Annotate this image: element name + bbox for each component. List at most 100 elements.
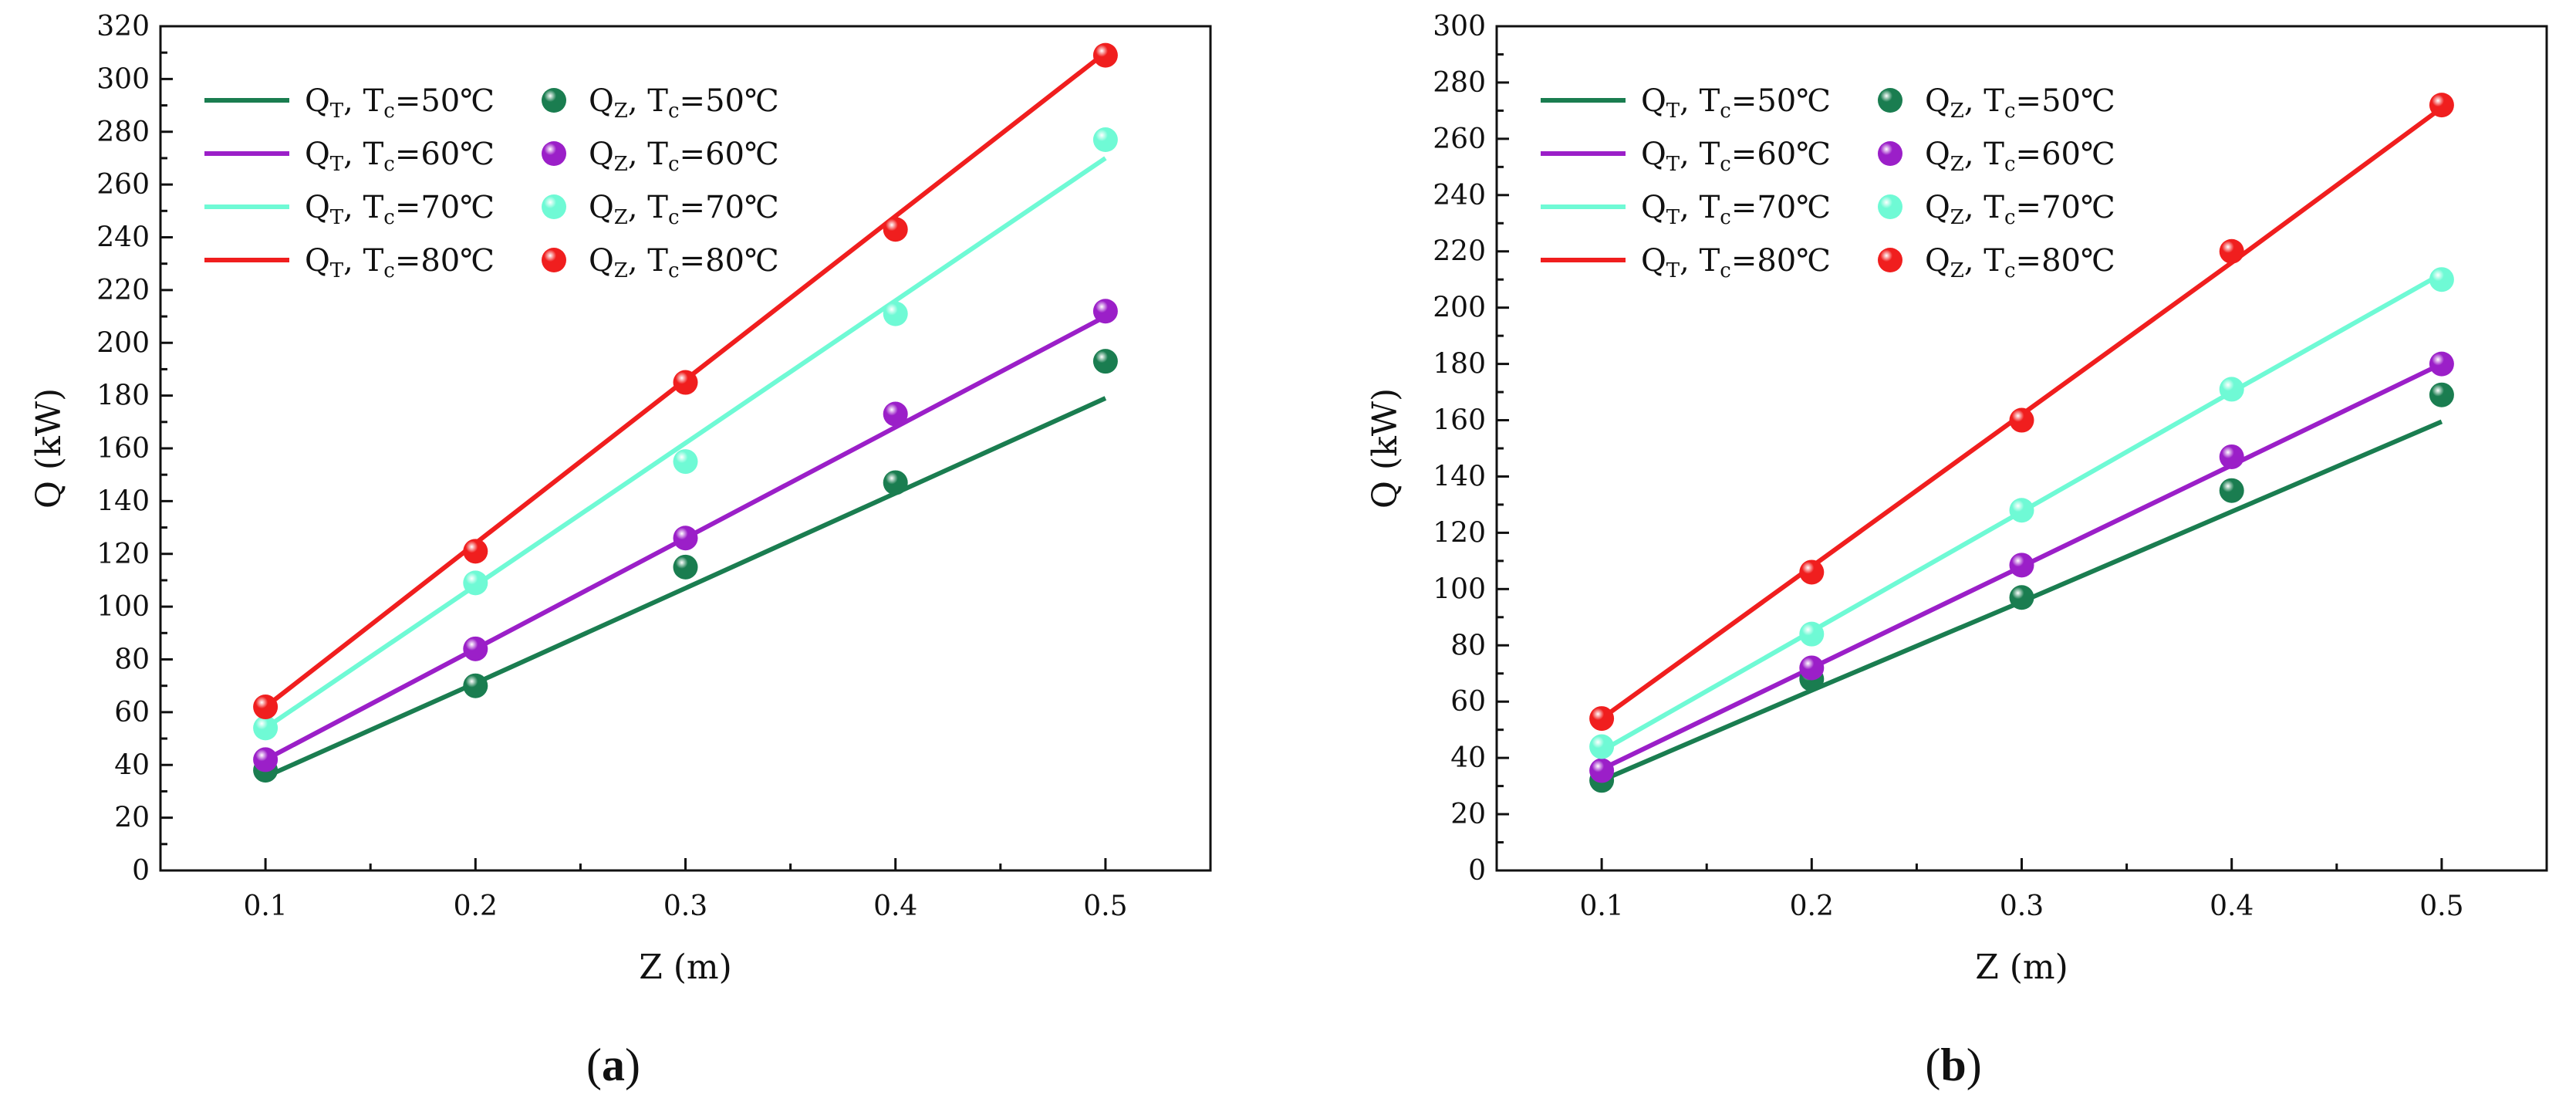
data-point: [1589, 734, 1615, 759]
y-tick-label: 60: [114, 697, 150, 728]
series-line: [264, 396, 1107, 779]
data-point: [463, 570, 488, 596]
panel-label-b: (b): [1925, 1039, 1981, 1090]
y-tick-label: 240: [1433, 180, 1486, 211]
y-tick-label: 120: [1433, 517, 1486, 549]
data-point: [883, 470, 908, 495]
y-tick-label: 220: [1433, 236, 1486, 268]
y-tick-label: 280: [96, 117, 150, 148]
x-tick-label: 0.2: [1790, 891, 1834, 922]
y-tick-label: 160: [1433, 405, 1486, 437]
data-point: [2429, 267, 2454, 292]
legend-label: QZ, Tc=50℃: [589, 83, 779, 123]
y-axis-title: Q (kW): [29, 388, 69, 509]
data-point: [253, 695, 279, 720]
data-point: [673, 370, 698, 395]
chart-panel-a: 0 20 40 60 80 100 120 140 160 180 200 220 240 260 280 3…: [29, 11, 1212, 987]
y-tick-label: 220: [96, 275, 150, 306]
data-point: [1799, 621, 1825, 647]
data-point: [2009, 585, 2034, 610]
y-tick-label: 140: [96, 485, 150, 517]
y-tick-label: 60: [1450, 686, 1486, 718]
y-tick-label: 280: [1433, 67, 1486, 99]
data-point: [673, 554, 698, 580]
y-tick-label: 80: [1450, 630, 1486, 661]
legend-label: QT, Tc=70℃: [305, 190, 495, 229]
legend-point-swatch: [542, 194, 566, 219]
series-line: [264, 156, 1107, 730]
legend-label: QT, Tc=80℃: [305, 243, 495, 282]
y-tick-label: 200: [96, 327, 150, 359]
data-point: [253, 747, 279, 772]
legend-label: QT, Tc=50℃: [305, 83, 495, 123]
data-point: [463, 673, 488, 698]
data-point: [2219, 444, 2244, 469]
x-tick-label: 0.3: [663, 891, 707, 922]
x-tick-label: 0.5: [1083, 891, 1127, 922]
y-tick-label: 0: [1468, 855, 1486, 887]
data-point: [2429, 93, 2454, 118]
data-point: [1589, 706, 1615, 732]
y-tick-label: 160: [96, 433, 150, 465]
legend-label: QZ, Tc=80℃: [589, 243, 779, 282]
x-tick-label: 0.4: [2210, 891, 2254, 922]
legend-point-swatch: [542, 88, 566, 113]
y-tick-label: 20: [1450, 799, 1486, 830]
y-tick-label: 100: [1433, 573, 1486, 605]
legend-point-swatch: [1878, 88, 1902, 113]
y-tick-label: 180: [96, 380, 150, 412]
legend-point-swatch: [1878, 248, 1902, 272]
data-point: [2009, 553, 2034, 578]
legend-label: QT, Tc=50℃: [1641, 83, 1831, 123]
legend: QT, Tc=50℃ QT, Tc=60℃ QT, Tc=70℃ QT, Tc=80℃…: [204, 83, 779, 282]
legend-point-swatch: [542, 248, 566, 272]
legend-point-swatch: [1878, 141, 1902, 166]
data-point: [883, 401, 908, 427]
legend-label: QZ, Tc=60℃: [1925, 137, 2115, 176]
x-tick-label: 0.1: [243, 891, 287, 922]
legend-point-swatch: [542, 141, 566, 166]
y-tick-label: 140: [1433, 461, 1486, 492]
x-tick-label: 0.3: [2000, 891, 2044, 922]
data-point: [1092, 42, 1118, 68]
y-tick-label: 260: [1433, 123, 1486, 155]
data-point: [1092, 127, 1118, 153]
y-tick-label: 260: [96, 169, 150, 201]
legend-label: QT, Tc=80℃: [1641, 243, 1831, 282]
data-point: [1799, 655, 1825, 681]
data-point: [463, 636, 488, 661]
y-tick-label: 120: [96, 539, 150, 570]
y-tick-label: 0: [132, 855, 150, 887]
data-point: [673, 526, 698, 551]
legend-label: QT, Tc=60℃: [1641, 137, 1831, 176]
legend: QT, Tc=50℃ QT, Tc=60℃ QT, Tc=70℃ QT, Tc=80℃…: [1541, 83, 2115, 282]
chart-panel-b: 0 20 40 60 80 100 120 140 160 180 200 220 240 260 280 3…: [1366, 11, 2548, 987]
legend-label: QZ, Tc=70℃: [1925, 190, 2115, 229]
data-point: [883, 217, 908, 242]
y-tick-label: 300: [96, 63, 150, 95]
data-point: [1589, 758, 1615, 783]
data-point: [1092, 349, 1118, 374]
legend-label: QZ, Tc=50℃: [1925, 83, 2115, 123]
y-tick-label: 320: [96, 11, 150, 42]
x-axis-title: Z (m): [639, 948, 732, 987]
data-point: [2219, 238, 2244, 264]
y-tick-label: 100: [96, 591, 150, 623]
x-axis-title: Z (m): [1975, 948, 2068, 987]
data-point: [2219, 377, 2244, 402]
y-tick-label: 20: [114, 803, 150, 834]
data-point: [2429, 382, 2454, 407]
legend-label: QZ, Tc=60℃: [589, 137, 779, 176]
data-point: [463, 539, 488, 564]
data-point: [1092, 299, 1118, 324]
y-tick-label: 40: [1450, 742, 1486, 774]
y-tick-label: 240: [96, 222, 150, 254]
data-point: [2429, 351, 2454, 377]
legend-point-swatch: [1878, 194, 1902, 219]
y-axis-title: Q (kW): [1366, 388, 1405, 509]
legend-label: QT, Tc=70℃: [1641, 190, 1831, 229]
y-tick-label: 300: [1433, 11, 1486, 42]
x-tick-label: 0.2: [454, 891, 498, 922]
data-point: [253, 715, 279, 741]
